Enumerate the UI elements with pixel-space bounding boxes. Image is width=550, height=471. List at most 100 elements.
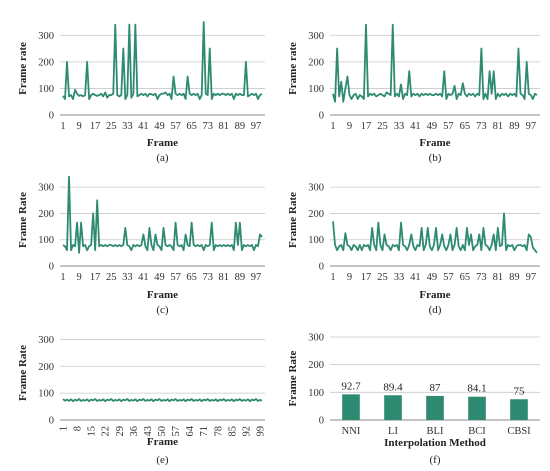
x-tick-label: 92 [241,426,252,437]
x-tick-label: 89 [509,121,520,132]
series-line [332,23,538,103]
x-tick-label: 1 [60,121,65,132]
x-category-label: NNI [342,426,361,437]
x-tick-label: 49 [427,121,438,132]
series-line [62,398,263,403]
y-axis-label: Frame Rate [287,192,299,248]
x-tick-label: 9 [76,121,81,132]
x-tick-label: 17 [361,121,372,132]
y-axis-label: Frame Rate [17,192,29,248]
x-tick-label: 25 [106,272,117,283]
bar-value-label: 84.1 [467,383,486,395]
x-tick-label: 33 [394,272,405,283]
y-tick-label: 0 [49,262,54,273]
x-tick-label: 1 [59,426,70,431]
panel-caption: (b) [429,152,442,164]
x-tick-label: 65 [460,121,471,132]
y-tick-label: 300 [308,183,324,194]
bar-value-label: 89.4 [383,381,403,393]
y-tick-label: 0 [319,111,324,122]
x-tick-label: 57 [170,121,181,132]
x-category-label: CBSI [507,426,531,437]
x-tick-label: 78 [213,426,224,437]
x-tick-label: 8 [73,426,84,431]
x-tick-label: 41 [138,272,149,283]
x-tick-label: 15 [87,426,98,437]
x-tick-label: 85 [227,426,238,437]
y-axis-label: Frame Rate [287,350,299,406]
x-tick-label: 36 [129,426,140,437]
y-tick-label: 0 [319,262,324,273]
x-tick-label: 1 [330,272,335,283]
y-tick-label: 200 [308,360,324,371]
x-category-label: BCI [468,426,486,437]
bar-value-label: 75 [514,385,526,397]
y-tick-label: 300 [38,335,54,346]
y-tick-label: 300 [308,31,324,42]
x-tick-label: 43 [143,426,154,437]
y-tick-label: 200 [38,209,54,220]
x-tick-label: 41 [410,121,421,132]
panel-caption: (e) [156,454,169,466]
x-tick-label: 33 [394,121,405,132]
panel-caption: (c) [156,304,169,316]
x-axis-label: Frame [147,137,178,149]
y-tick-label: 200 [38,362,54,373]
x-tick-label: 1 [60,272,65,283]
chart-panel-4: 0 100 200 300 Frame Rate Frame (d) 1 9 17 25 33 41 49… [287,183,540,316]
x-tick-label: 65 [186,272,197,283]
y-tick-label: 100 [38,235,54,246]
x-tick-label: 33 [122,272,133,283]
x-tick-label: 49 [427,272,438,283]
y-tick-label: 100 [38,84,54,95]
x-tick-label: 9 [347,272,352,283]
x-tick-label: 41 [410,272,421,283]
x-tick-label: 49 [154,272,165,283]
x-tick-label: 9 [347,121,352,132]
x-tick-label: 99 [255,426,266,437]
x-tick-label: 41 [138,121,149,132]
x-tick-label: 65 [460,272,471,283]
y-tick-label: 0 [49,111,54,122]
x-tick-label: 73 [476,272,487,283]
x-tick-label: 81 [493,272,504,283]
y-axis-label: Frame rate [287,42,299,95]
x-tick-label: 73 [202,272,213,283]
chart-panel-2: 0 100 200 300 Frame rate Frame (b) 1 9 17 25 33 41 49… [287,23,540,164]
bar-value-label: 87 [430,382,442,394]
y-tick-label: 300 [38,183,54,194]
bar [426,395,444,420]
x-tick-label: 17 [90,272,101,283]
x-axis-label: Interpolation Method [384,437,486,449]
chart-panel-5: 0 100 200 300 Frame Rate Frame (e) 1 8 15 22 29 36 43… [17,335,266,466]
x-tick-label: 89 [509,272,520,283]
x-tick-label: 17 [90,121,101,132]
x-axis-label: Frame [419,137,450,149]
y-tick-label: 200 [308,209,324,220]
x-tick-label: 97 [526,272,537,283]
x-tick-label: 97 [526,121,537,132]
x-tick-label: 81 [219,272,230,283]
x-tick-label: 89 [235,121,246,132]
y-tick-label: 300 [308,333,324,344]
x-tick-label: 71 [199,426,210,437]
y-tick-label: 200 [308,57,324,68]
x-tick-label: 64 [185,425,196,436]
y-tick-label: 0 [49,416,54,427]
x-tick-label: 73 [476,121,487,132]
bar [468,396,486,420]
y-tick-label: 0 [319,416,324,427]
x-tick-label: 81 [493,121,504,132]
bar [342,394,360,420]
bar [510,399,528,420]
panel-caption: (d) [429,304,442,316]
y-tick-label: 200 [38,57,54,68]
panel-caption: (a) [156,152,169,164]
bar [384,395,402,420]
x-tick-label: 29 [115,426,126,437]
x-tick-label: 17 [361,272,372,283]
x-tick-label: 57 [170,272,181,283]
x-tick-label: 50 [157,426,168,437]
x-tick-label: 49 [154,121,165,132]
